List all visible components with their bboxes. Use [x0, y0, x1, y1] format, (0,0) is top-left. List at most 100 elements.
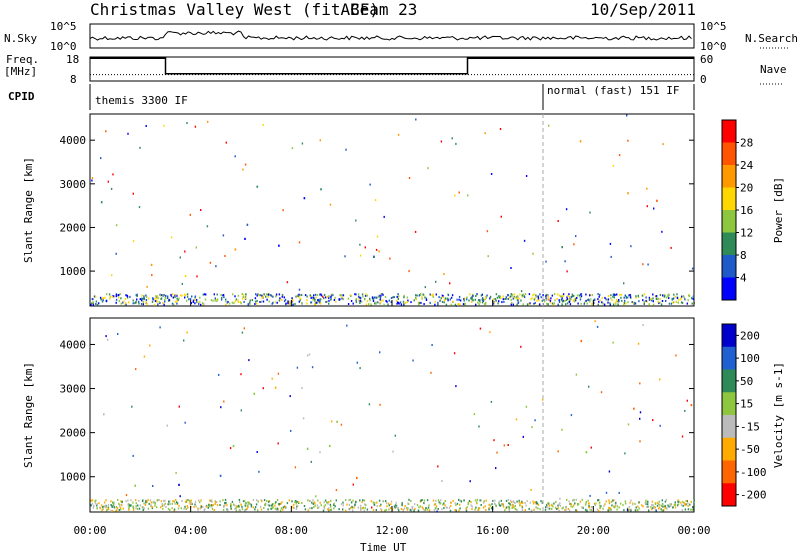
- data-cell: [425, 299, 428, 301]
- data-cell: [437, 303, 439, 306]
- data-cell: [545, 260, 547, 263]
- data-cell: [628, 294, 630, 297]
- data-cell: [423, 502, 425, 505]
- data-cell: [444, 504, 446, 507]
- colorbar-tick-label: 15: [740, 398, 753, 411]
- data-cell: [369, 297, 371, 300]
- data-cell: [312, 499, 314, 502]
- data-cell: [544, 508, 547, 511]
- colorbar-frame: [721, 323, 737, 507]
- data-cell: [630, 509, 632, 512]
- data-cell: [561, 428, 563, 431]
- data-cell: [173, 508, 176, 511]
- data-cell: [501, 301, 503, 304]
- data-cell: [676, 504, 679, 507]
- data-cell: [349, 498, 351, 501]
- data-cell: [328, 302, 330, 305]
- data-cell: [468, 299, 470, 302]
- data-cell: [225, 298, 227, 301]
- data-cell: [318, 506, 320, 509]
- data-cell: [610, 297, 612, 300]
- data-cell: [222, 234, 225, 237]
- data-cell: [178, 504, 180, 507]
- data-cell: [250, 505, 253, 508]
- colorbar-swatch: [722, 369, 736, 393]
- data-cell: [404, 505, 406, 507]
- data-cell: [690, 500, 692, 503]
- data-cell: [651, 299, 653, 302]
- data-cell: [642, 299, 644, 302]
- nsky-line: [89, 30, 692, 45]
- data-cell: [355, 501, 357, 504]
- data-cell: [522, 501, 524, 504]
- data-cell: [219, 504, 221, 506]
- data-cell: [134, 302, 136, 305]
- data-cell: [375, 509, 377, 511]
- data-cell: [172, 296, 175, 299]
- data-cell: [576, 297, 578, 299]
- data-cell: [692, 295, 695, 298]
- data-cell: [340, 423, 343, 426]
- data-cell: [601, 296, 604, 299]
- data-cell: [176, 300, 178, 303]
- data-cell: [359, 302, 361, 304]
- data-cell: [385, 502, 388, 505]
- data-cell: [650, 297, 653, 300]
- data-cell: [635, 506, 637, 509]
- data-cell: [542, 398, 544, 401]
- data-cell: [209, 505, 211, 508]
- data-cell: [434, 507, 437, 510]
- data-cell: [102, 299, 104, 302]
- data-cell: [652, 300, 654, 303]
- data-cell: [618, 299, 620, 301]
- data-cell: [549, 299, 552, 302]
- data-cell: [100, 157, 102, 160]
- data-cell: [674, 501, 676, 504]
- data-cell: [547, 294, 549, 297]
- data-cell: [130, 504, 132, 507]
- data-cell: [128, 504, 130, 507]
- data-cell: [226, 504, 228, 507]
- data-cell: [327, 508, 329, 511]
- data-cell: [517, 302, 519, 305]
- data-cell: [514, 502, 516, 505]
- data-cell: [662, 505, 664, 508]
- data-cell: [505, 499, 508, 502]
- data-cell: [145, 299, 148, 301]
- data-cell: [281, 298, 283, 301]
- data-cell: [511, 293, 514, 296]
- data-cell: [481, 301, 484, 304]
- data-cell: [644, 502, 647, 505]
- data-cell: [132, 299, 134, 302]
- data-cell: [285, 302, 287, 305]
- data-cell: [213, 509, 215, 511]
- data-cell: [259, 301, 261, 303]
- x-tick-label: 08:00: [275, 524, 308, 537]
- data-cell: [471, 508, 473, 510]
- data-cell: [205, 293, 207, 296]
- data-cell: [608, 501, 611, 504]
- data-cell: [224, 498, 227, 501]
- data-cell: [361, 501, 363, 504]
- data-cell: [480, 504, 482, 506]
- data-cell: [529, 501, 531, 504]
- data-cell: [585, 500, 587, 503]
- data-cell: [437, 465, 439, 468]
- data-cell: [220, 298, 223, 301]
- data-cell: [192, 299, 195, 302]
- data-cell: [115, 293, 118, 296]
- data-cell: [611, 500, 613, 503]
- data-cell: [319, 293, 321, 296]
- data-cell: [500, 297, 502, 300]
- freq-line: [90, 57, 694, 75]
- data-cell: [301, 302, 303, 305]
- data-cell: [668, 505, 670, 508]
- data-cell: [331, 293, 333, 296]
- data-cell: [415, 297, 417, 300]
- data-cell: [565, 299, 568, 301]
- data-cell: [540, 296, 542, 299]
- data-cell: [171, 293, 174, 296]
- data-cell: [625, 296, 628, 299]
- data-cell: [512, 504, 514, 507]
- data-cell: [134, 484, 136, 487]
